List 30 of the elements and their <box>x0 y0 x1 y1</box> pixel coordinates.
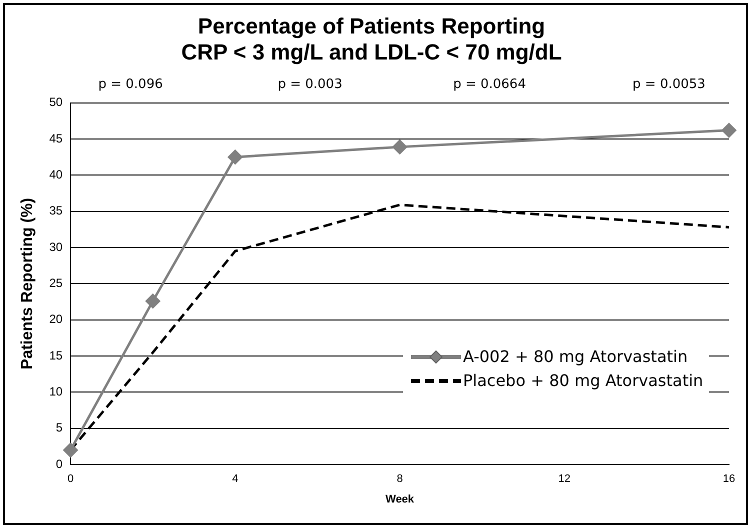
x-tick-label: 0 <box>67 473 74 486</box>
legend-label: Placebo + 80 mg Atorvastatin <box>463 371 704 390</box>
text: p = 0.0053 <box>632 77 706 92</box>
y-tick-label: 25 <box>49 276 63 290</box>
x-tick-label: 4 <box>232 473 238 486</box>
y-tick-label: 20 <box>49 312 63 326</box>
x-tick-label: 12 <box>558 473 571 486</box>
text: p = 0.0664 <box>453 77 526 92</box>
y-tick-label: 50 <box>49 95 63 110</box>
y-tick-label: 0 <box>56 456 63 471</box>
y-tick-label: 5 <box>56 420 63 435</box>
point <box>228 150 243 165</box>
y-tick-label: 45 <box>49 131 63 146</box>
point <box>63 442 78 458</box>
x-tick-label: 16 <box>722 473 736 486</box>
x-axis-title: Week <box>386 493 415 506</box>
y-tick-label: 10 <box>49 384 63 399</box>
y-tick-label: 35 <box>49 204 63 218</box>
y-tick-label: 40 <box>49 167 63 182</box>
y-axis-title: Patients Reporting (%) <box>19 198 36 370</box>
text: p = 0.003 <box>278 77 342 92</box>
point <box>145 294 160 309</box>
y-tick-label: 30 <box>49 240 63 254</box>
point <box>722 122 736 138</box>
legend-label: A-002 + 80 mg Atorvastatin <box>463 347 688 366</box>
y-tick-label: 15 <box>49 348 63 362</box>
x-tick-label: 8 <box>396 473 403 486</box>
point <box>392 139 408 154</box>
text: p = 0.096 <box>98 77 163 92</box>
chart-title: Percentage of Patients Reporting CRP < 3 mg/L and LDL-C < 70 mg/dL <box>181 13 562 65</box>
